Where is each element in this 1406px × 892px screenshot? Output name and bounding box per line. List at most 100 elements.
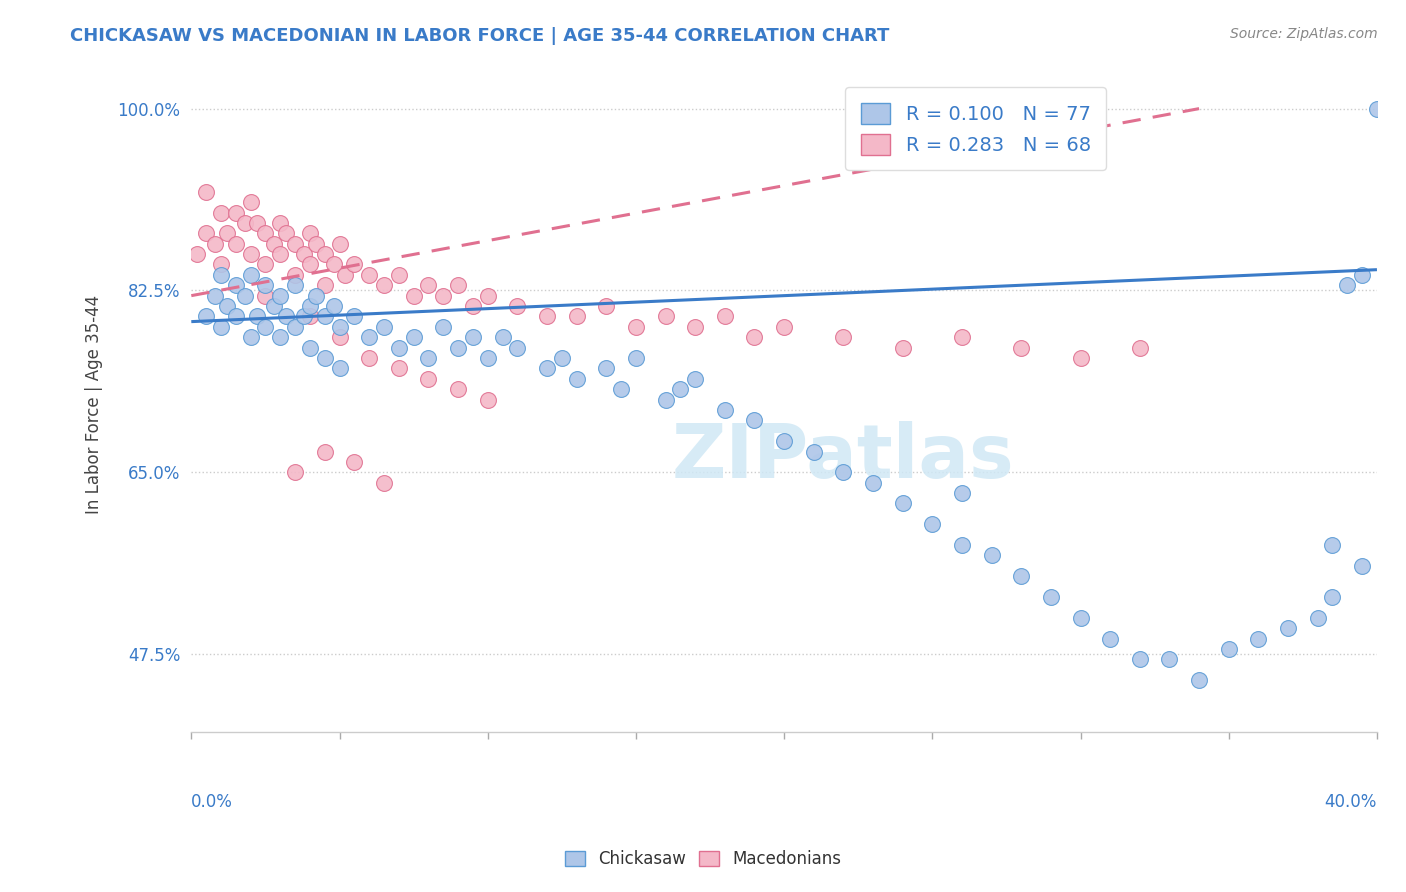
Point [254, 319, 277, 334]
Text: Source: ZipAtlas.com: Source: ZipAtlas.com [1230, 27, 1378, 41]
Point [683, 319, 706, 334]
Point [284, 268, 307, 282]
Point [292, 310, 315, 324]
Point [343, 455, 366, 469]
Point [239, 195, 262, 210]
Text: CHICKASAW VS MACEDONIAN IN LABOR FORCE | AGE 35-44 CORRELATION CHART: CHICKASAW VS MACEDONIAN IN LABOR FORCE |… [70, 27, 890, 45]
Point [595, 361, 617, 376]
Point [1039, 590, 1062, 604]
Point [298, 227, 321, 241]
Point [1159, 652, 1181, 666]
Point [215, 227, 238, 241]
Point [284, 236, 307, 251]
Point [269, 330, 291, 344]
Point [254, 257, 277, 271]
Point [832, 465, 855, 479]
Point [477, 392, 499, 407]
Point [1247, 632, 1270, 646]
Point [314, 351, 336, 365]
Point [263, 236, 285, 251]
Point [1129, 652, 1152, 666]
Point [1099, 632, 1122, 646]
Point [328, 361, 350, 376]
Point [402, 330, 425, 344]
Point [551, 351, 574, 365]
Point [432, 288, 454, 302]
Text: ZIPatlas: ZIPatlas [672, 421, 1015, 493]
Point [461, 330, 484, 344]
Point [314, 310, 336, 324]
Point [565, 310, 588, 324]
Point [298, 257, 321, 271]
Point [1336, 278, 1358, 293]
Point [204, 288, 226, 302]
Point [239, 268, 262, 282]
Point [254, 227, 277, 241]
Point [447, 382, 470, 396]
Point [209, 257, 232, 271]
Point [506, 299, 529, 313]
Point [186, 247, 208, 261]
Point [373, 475, 395, 490]
Point [418, 351, 440, 365]
Point [1351, 268, 1374, 282]
Point [195, 185, 218, 199]
Point [921, 517, 943, 532]
Point [832, 330, 855, 344]
Point [402, 288, 425, 302]
Point [195, 227, 218, 241]
Point [284, 319, 307, 334]
Point [773, 434, 796, 449]
Point [233, 216, 256, 230]
Point [204, 236, 226, 251]
Point [245, 216, 267, 230]
Point [388, 341, 411, 355]
Point [654, 310, 676, 324]
Point [714, 403, 737, 417]
Point [891, 496, 914, 510]
Text: 0.0%: 0.0% [191, 793, 233, 811]
Point [773, 319, 796, 334]
Point [209, 268, 232, 282]
Point [195, 310, 218, 324]
Point [565, 372, 588, 386]
Point [305, 236, 328, 251]
Point [245, 310, 267, 324]
Point [314, 278, 336, 293]
Point [714, 310, 737, 324]
Point [950, 330, 973, 344]
Point [209, 205, 232, 219]
Point [461, 299, 484, 313]
Point [1070, 611, 1092, 625]
Point [432, 319, 454, 334]
Point [254, 288, 277, 302]
Point [950, 486, 973, 500]
Point [225, 205, 247, 219]
Point [1322, 590, 1344, 604]
Point [536, 361, 558, 376]
Point [624, 351, 647, 365]
Point [233, 288, 256, 302]
Point [744, 413, 766, 427]
Point [654, 392, 676, 407]
Y-axis label: In Labor Force | Age 35-44: In Labor Force | Age 35-44 [86, 295, 103, 515]
Point [1188, 673, 1211, 687]
Legend: Chickasaw, Macedonians: Chickasaw, Macedonians [558, 844, 848, 875]
Point [477, 288, 499, 302]
Text: 40.0%: 40.0% [1324, 793, 1376, 811]
Point [328, 330, 350, 344]
Point [418, 372, 440, 386]
Point [239, 247, 262, 261]
Point [314, 247, 336, 261]
Point [1351, 558, 1374, 573]
Point [373, 278, 395, 293]
Point [328, 236, 350, 251]
Point [292, 247, 315, 261]
Point [388, 361, 411, 376]
Point [359, 351, 381, 365]
Point [447, 341, 470, 355]
Point [298, 341, 321, 355]
Point [209, 319, 232, 334]
Point [388, 268, 411, 282]
Point [1070, 351, 1092, 365]
